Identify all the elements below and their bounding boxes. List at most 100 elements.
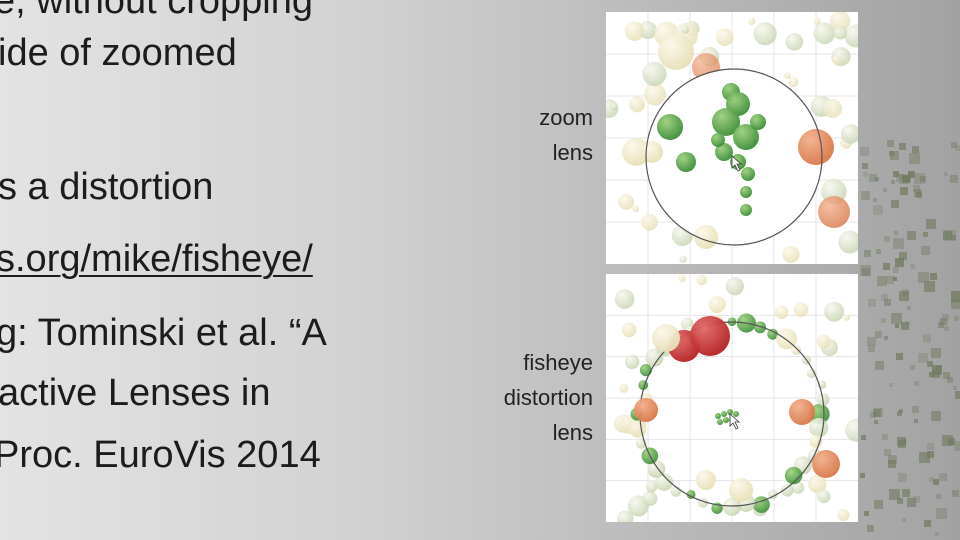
bubble bbox=[632, 205, 640, 213]
bubble bbox=[696, 470, 716, 490]
bubble bbox=[793, 302, 809, 317]
bubble bbox=[628, 420, 647, 438]
decorative-tile bbox=[861, 435, 866, 440]
decorative-tile bbox=[874, 500, 883, 509]
decorative-tile bbox=[939, 473, 947, 481]
zoom-lens-bubble-plot bbox=[606, 12, 858, 264]
decorative-tile bbox=[914, 381, 919, 386]
bubble bbox=[642, 61, 667, 87]
decorative-tile bbox=[940, 318, 947, 325]
bubble bbox=[647, 460, 666, 478]
decorative-tile bbox=[943, 372, 950, 379]
decorative-tile bbox=[951, 235, 956, 240]
decorative-tile bbox=[899, 143, 906, 150]
fisheye-lens-label: fisheye distortion lens bbox=[460, 345, 593, 450]
bubble bbox=[837, 508, 850, 522]
bubble bbox=[791, 344, 802, 355]
bubble bbox=[812, 450, 840, 478]
decorative-tile bbox=[918, 353, 928, 363]
decorative-tile bbox=[899, 291, 909, 301]
decorative-tile bbox=[913, 185, 920, 192]
bubble bbox=[753, 496, 770, 514]
bubble bbox=[727, 409, 733, 415]
decorative-tile bbox=[908, 171, 914, 177]
decorative-tile bbox=[860, 147, 869, 156]
decorative-tile bbox=[902, 518, 906, 522]
decorative-tile bbox=[914, 419, 918, 423]
bubble bbox=[622, 138, 650, 166]
bubble bbox=[813, 17, 821, 26]
decorative-tile bbox=[955, 145, 960, 151]
bubble bbox=[676, 152, 696, 172]
bubble bbox=[655, 473, 673, 491]
decorative-tile bbox=[861, 191, 870, 200]
bubble bbox=[753, 22, 777, 46]
decorative-tile-pattern bbox=[860, 140, 960, 540]
decorative-tile bbox=[923, 232, 928, 237]
bubble bbox=[634, 398, 658, 422]
decorative-tile bbox=[873, 205, 883, 215]
bubble bbox=[754, 321, 767, 334]
bubble bbox=[617, 510, 634, 522]
bubble bbox=[740, 204, 752, 216]
bubble bbox=[711, 133, 725, 147]
decorative-tile bbox=[942, 314, 949, 321]
decorative-tile bbox=[907, 231, 916, 240]
bubble bbox=[833, 26, 848, 40]
decorative-tile bbox=[867, 525, 874, 532]
decorative-tile bbox=[862, 268, 870, 276]
bubble bbox=[712, 108, 740, 136]
bubble bbox=[740, 186, 752, 198]
decorative-tile bbox=[907, 498, 916, 507]
bubble bbox=[843, 314, 851, 321]
bubble bbox=[722, 497, 742, 516]
slide-text-line-2: ide of zoomed bbox=[0, 32, 237, 74]
decorative-tile bbox=[884, 236, 890, 242]
decorative-tile bbox=[899, 174, 909, 184]
decorative-tile bbox=[886, 276, 894, 284]
decorative-tile bbox=[918, 272, 929, 283]
decorative-tile bbox=[867, 337, 876, 346]
decorative-tile bbox=[894, 231, 898, 235]
decorative-tile bbox=[954, 316, 959, 321]
decorative-tile bbox=[909, 153, 920, 164]
decorative-tile bbox=[910, 365, 915, 370]
bubble bbox=[694, 225, 718, 249]
bubble bbox=[629, 96, 646, 113]
bubble bbox=[733, 411, 739, 417]
decorative-tile bbox=[875, 331, 882, 338]
decorative-tile bbox=[864, 511, 869, 516]
decorative-tile bbox=[897, 411, 902, 416]
decorative-tile bbox=[860, 265, 871, 276]
bubble bbox=[696, 274, 708, 286]
decorative-tile bbox=[927, 443, 934, 450]
fisheye-label-line-2: distortion bbox=[503, 385, 593, 410]
decorative-tile bbox=[889, 383, 893, 387]
bubble bbox=[657, 114, 683, 140]
decorative-tile bbox=[873, 198, 877, 202]
bubble bbox=[715, 143, 733, 161]
bubble bbox=[618, 194, 635, 210]
decorative-tile bbox=[935, 532, 939, 536]
bubble bbox=[813, 22, 836, 45]
decorative-tile bbox=[955, 391, 960, 399]
decorative-tile bbox=[896, 353, 903, 360]
decorative-tile bbox=[889, 489, 900, 500]
decorative-tile bbox=[932, 370, 940, 378]
bubble bbox=[715, 413, 721, 419]
decorative-tile bbox=[933, 479, 939, 485]
decorative-tile bbox=[888, 460, 896, 468]
bubble bbox=[723, 417, 729, 423]
decorative-tile bbox=[868, 299, 876, 307]
decorative-tile bbox=[895, 258, 904, 267]
decorative-tile bbox=[868, 345, 875, 352]
decorative-tile bbox=[874, 420, 878, 424]
bubble bbox=[708, 295, 726, 314]
decorative-tile bbox=[891, 200, 899, 208]
decorative-tile bbox=[883, 188, 887, 192]
fisheye-url-link[interactable]: s.org/mike/fisheye/ bbox=[0, 238, 313, 280]
bubble bbox=[832, 55, 842, 65]
bubble bbox=[838, 230, 858, 254]
bubble bbox=[774, 305, 789, 320]
fisheye-lens-image bbox=[606, 274, 858, 522]
